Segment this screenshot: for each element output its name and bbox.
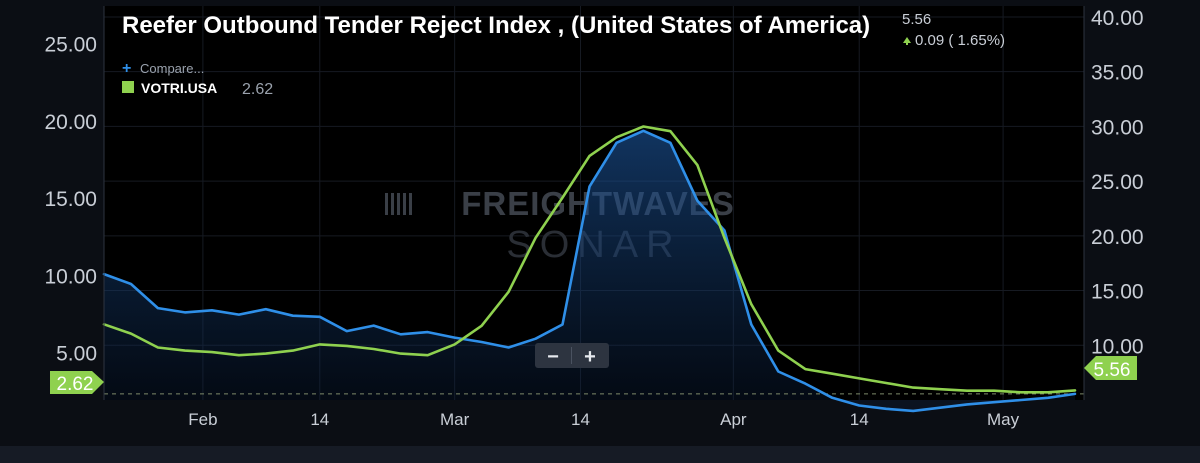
freightwaves-logo-icon xyxy=(385,193,412,215)
x-tick-label: 14 xyxy=(850,410,869,429)
x-tick-label: 14 xyxy=(310,410,329,429)
left-badge-shape xyxy=(50,371,104,394)
left-tick-label: 10.00 xyxy=(44,265,97,288)
zoom-out-button[interactable]: − xyxy=(547,346,559,368)
left-value-badge: 2.62 xyxy=(50,371,104,395)
area-layer xyxy=(104,130,1075,411)
left-tick-label: 5.00 xyxy=(56,343,97,366)
compare-label: Compare... xyxy=(140,61,204,76)
right-tick-label: 40.00 xyxy=(1091,7,1144,30)
series-layer xyxy=(102,125,1077,413)
x-tick-label: 14 xyxy=(571,410,590,429)
x-tick-label: Apr xyxy=(720,410,747,429)
header-value: 5.56 xyxy=(902,11,931,28)
left-tick-label: 15.00 xyxy=(44,188,97,211)
minus-icon: − xyxy=(547,346,559,368)
right-tick-label: 15.00 xyxy=(1091,281,1144,304)
right-badge-label: 5.56 xyxy=(1094,360,1131,381)
right-tick-label: 10.00 xyxy=(1091,335,1144,358)
compare-button[interactable]: + Compare... xyxy=(122,60,204,77)
right-tick-label: 20.00 xyxy=(1091,226,1144,249)
legend-series-value: 2.62 xyxy=(242,81,273,98)
x-tick-label: May xyxy=(987,410,1020,429)
zoom-controls: − + xyxy=(535,343,609,368)
right-value-badge: 5.56 xyxy=(1084,356,1137,381)
right-badge-shape xyxy=(1084,356,1137,380)
right-tick-label: 30.00 xyxy=(1091,116,1144,139)
left-axis-ticks: 5.00 10.00 15.00 20.00 25.00 xyxy=(44,34,97,366)
up-arrow-stem xyxy=(906,42,908,45)
series-area-fill xyxy=(104,130,1075,411)
chart-title: Reefer Outbound Tender Reject Index , (U… xyxy=(122,12,870,39)
header-change: 0.09 ( 1.65%) xyxy=(915,32,1005,49)
up-arrow-icon xyxy=(903,37,911,43)
zoom-in-button[interactable]: + xyxy=(584,346,596,368)
zoom-divider xyxy=(571,347,572,364)
right-tick-label: 25.00 xyxy=(1091,171,1144,194)
bottom-strip xyxy=(0,446,1200,463)
x-tick-label: Feb xyxy=(188,410,217,429)
plus-icon: + xyxy=(122,60,131,77)
legend-swatch xyxy=(122,81,134,93)
plus-icon: + xyxy=(584,346,596,368)
right-tick-label: 35.00 xyxy=(1091,62,1144,85)
legend-item-votri[interactable]: VOTRI.USA 2.62 xyxy=(122,80,273,98)
series-line xyxy=(102,129,1077,413)
x-axis-ticks: Feb 14 Mar 14 Apr 14 May xyxy=(188,410,1019,429)
right-axis-ticks: 10.00 15.00 20.00 25.00 30.00 35.00 40.00 xyxy=(1091,7,1144,358)
left-badge-label: 2.62 xyxy=(57,374,94,395)
x-tick-label: Mar xyxy=(440,410,470,429)
left-tick-label: 25.00 xyxy=(44,34,97,57)
legend-series-code: VOTRI.USA xyxy=(141,80,217,96)
left-tick-label: 20.00 xyxy=(44,111,97,134)
series-line xyxy=(102,125,1077,394)
